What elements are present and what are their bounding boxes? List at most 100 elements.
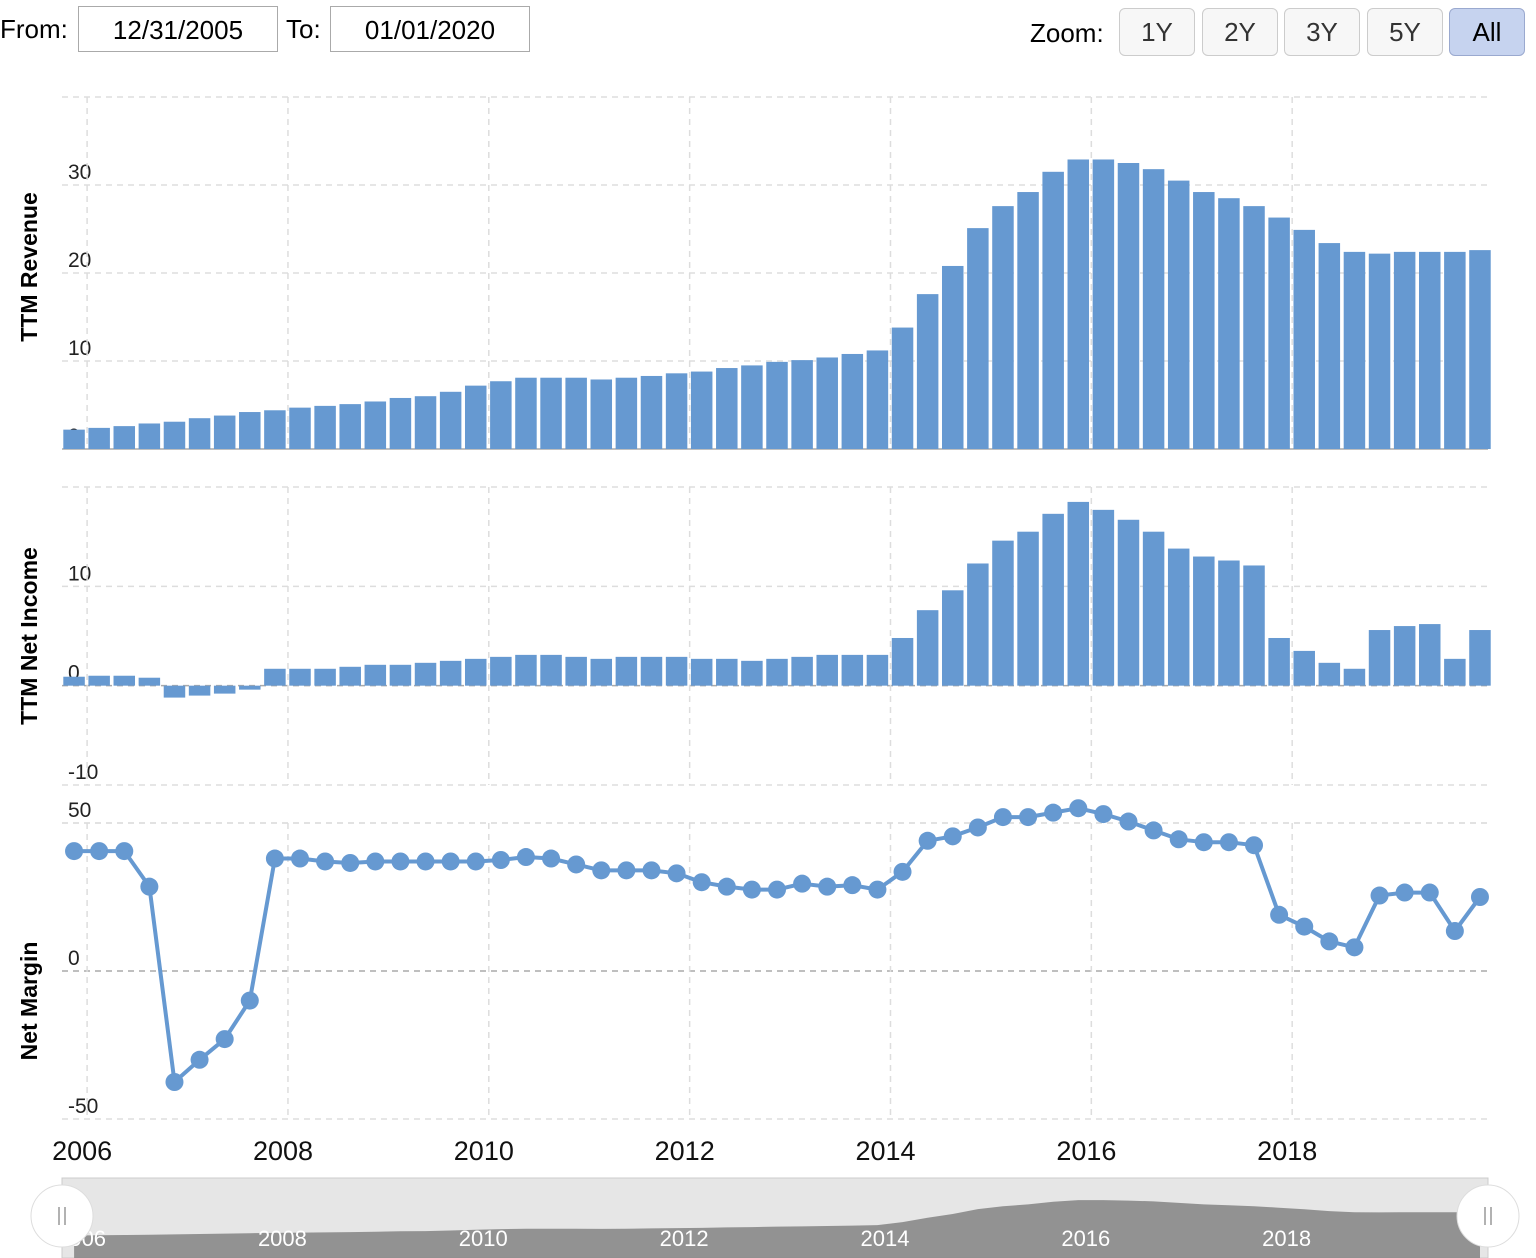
data-point bbox=[1094, 805, 1113, 824]
bar bbox=[1193, 556, 1215, 686]
y-tick-label: 0 bbox=[68, 662, 80, 685]
bar bbox=[791, 656, 813, 686]
bar bbox=[289, 407, 311, 449]
bar bbox=[841, 353, 864, 449]
bar bbox=[1393, 626, 1416, 686]
to-label: To: bbox=[286, 14, 321, 44]
bar bbox=[615, 377, 638, 449]
bar bbox=[1017, 192, 1039, 450]
data-point bbox=[642, 861, 661, 880]
y-axis-title: TTM Net Income bbox=[16, 547, 42, 725]
bar bbox=[414, 396, 437, 449]
bar bbox=[113, 675, 136, 686]
handle-circle bbox=[1456, 1184, 1520, 1248]
bar bbox=[665, 656, 688, 686]
bar bbox=[63, 429, 85, 449]
bar bbox=[389, 397, 412, 449]
data-point bbox=[1219, 833, 1238, 852]
zoom-3y-button[interactable]: 3Y bbox=[1284, 8, 1360, 56]
data-point bbox=[291, 849, 310, 868]
bar bbox=[1092, 159, 1115, 450]
bar bbox=[916, 294, 939, 449]
bar bbox=[339, 404, 361, 449]
bar bbox=[992, 206, 1014, 449]
navigator-tick-label: 2018 bbox=[1262, 1226, 1311, 1251]
bar bbox=[364, 664, 387, 686]
from-date-input[interactable]: 12/31/2005 bbox=[78, 6, 278, 52]
data-point bbox=[1019, 808, 1038, 827]
bar bbox=[866, 350, 889, 449]
bar bbox=[766, 658, 788, 686]
navigator-tick-label: 2014 bbox=[860, 1226, 909, 1251]
navigator-left-handle[interactable] bbox=[30, 1184, 94, 1248]
x-tick-label: 2012 bbox=[655, 1136, 715, 1166]
bar bbox=[163, 685, 186, 698]
data-point bbox=[441, 852, 460, 871]
bar bbox=[515, 377, 537, 449]
navigator-tick-label: 2010 bbox=[459, 1226, 508, 1251]
bar bbox=[364, 401, 387, 449]
series-line bbox=[74, 806, 1482, 1084]
handle-circle bbox=[30, 1184, 94, 1248]
bar bbox=[1117, 519, 1140, 686]
bar bbox=[213, 685, 236, 694]
bar bbox=[1318, 243, 1341, 449]
data-point bbox=[692, 873, 711, 892]
bar bbox=[590, 658, 613, 686]
data-point bbox=[341, 853, 360, 872]
bar bbox=[766, 361, 788, 449]
bar bbox=[1067, 159, 1090, 450]
bar bbox=[716, 368, 738, 449]
bar bbox=[63, 676, 85, 686]
bar bbox=[389, 664, 412, 686]
data-point bbox=[667, 864, 686, 883]
zoom-1y-button[interactable]: 1Y bbox=[1119, 8, 1195, 56]
bar bbox=[1293, 229, 1315, 449]
y-tick-label: -10 bbox=[68, 761, 98, 784]
data-point bbox=[1169, 830, 1188, 849]
bar bbox=[439, 660, 462, 686]
bar bbox=[1218, 560, 1240, 686]
bar bbox=[188, 685, 211, 696]
data-point bbox=[316, 852, 335, 871]
bar bbox=[339, 666, 361, 686]
data-point bbox=[265, 849, 284, 868]
zoom-5y-button[interactable]: 5Y bbox=[1367, 8, 1443, 56]
bar bbox=[88, 675, 110, 686]
bar bbox=[540, 377, 562, 449]
to-date-input[interactable]: 01/01/2020 bbox=[330, 6, 530, 52]
bar bbox=[941, 590, 964, 686]
y-tick-label: 0 bbox=[68, 947, 80, 970]
data-point bbox=[1370, 886, 1389, 905]
bar bbox=[690, 371, 713, 449]
x-tick-label: 2006 bbox=[52, 1136, 112, 1166]
bar bbox=[515, 654, 537, 686]
bar bbox=[1067, 501, 1090, 686]
data-point bbox=[993, 808, 1012, 827]
zoom-2y-button[interactable]: 2Y bbox=[1202, 8, 1278, 56]
bar bbox=[1218, 198, 1240, 449]
bar bbox=[264, 410, 286, 449]
bar bbox=[1243, 565, 1265, 686]
data-point bbox=[1345, 938, 1364, 957]
y-axis-title: TTM Revenue bbox=[16, 192, 42, 342]
bar bbox=[640, 375, 663, 449]
data-point bbox=[768, 880, 787, 899]
toolbar: From: 12/31/2005 To: 01/01/2020 Zoom: 1Y… bbox=[0, 0, 1536, 60]
bar bbox=[565, 377, 587, 449]
y-axis-title: Net Margin bbox=[16, 942, 42, 1061]
data-point bbox=[65, 842, 84, 861]
bar bbox=[967, 563, 989, 686]
bar bbox=[1167, 548, 1190, 686]
zoom-all-button[interactable]: All bbox=[1449, 8, 1525, 56]
y-tick-label: -50 bbox=[68, 1095, 98, 1118]
bar bbox=[916, 610, 939, 686]
navigator-right-handle[interactable] bbox=[1456, 1184, 1520, 1248]
bar bbox=[1419, 624, 1441, 686]
data-point bbox=[240, 991, 259, 1010]
bar bbox=[690, 658, 713, 686]
bar bbox=[138, 677, 161, 686]
bar bbox=[439, 391, 462, 449]
bar bbox=[138, 423, 161, 449]
panel-net_margin: -50 0 50 Net Margin bbox=[16, 799, 1489, 1120]
